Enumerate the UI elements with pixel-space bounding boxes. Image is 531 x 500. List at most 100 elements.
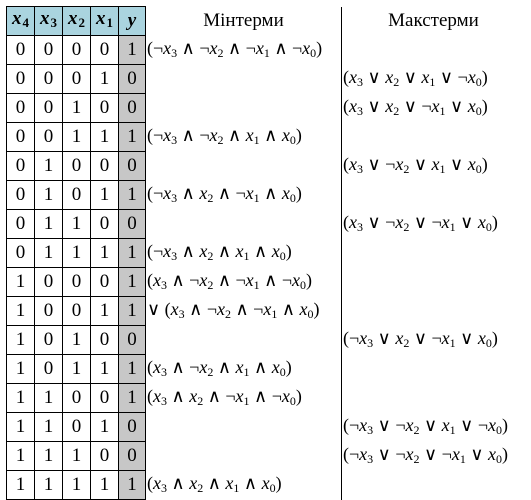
minterm-cell: ∨ (x3 ∧ ¬x2 ∧ ¬x1 ∧ x0) [145,296,342,326]
maxterm-cell [342,123,526,152]
bit-cell: 1 [62,93,91,123]
bit-cell: 0 [90,151,119,181]
bit-cell: 0 [6,238,35,268]
maxterm-expression: (x3 ∨ x2 ∨ x1 ∨ ¬x0) [343,66,488,89]
y-header: y [118,6,146,36]
bit-cell: 0 [62,180,91,210]
table-row: 0 0 1 1 1 (¬x3 ∧ ¬x2 ∧ x1 ∧ x0) [6,122,526,152]
bit-cell: 1 [90,122,119,152]
bit-cell: 0 [62,296,91,326]
bit-cell: 0 [34,35,63,65]
bit-cell: 0 [6,64,35,94]
maxterms-header: Макстерми [388,10,479,31]
minterm-cell: (¬x3 ∧ x2 ∧ x1 ∧ x0) [145,238,342,268]
bit-cell: 0 [34,354,63,384]
minterm-cell: (¬x3 ∧ x2 ∧ ¬x1 ∧ x0) [145,180,342,210]
minterm-cell: (x3 ∧ x2 ∧ x1 ∧ x0) [145,470,342,500]
bit-cell: 1 [34,180,63,210]
bit-cell: 0 [90,35,119,65]
bit-cell: 1 [6,354,35,384]
table-row: 1 1 1 0 0 (¬x3 ∨ ¬x2 ∨ ¬x1 ∨ x0) [6,441,526,471]
bit-cell: 0 [90,93,119,123]
maxterm-expression: (x3 ∨ ¬x2 ∨ x1 ∨ x0) [343,153,488,176]
minterm-expression: (x3 ∧ x2 ∧ ¬x1 ∧ ¬x0) [147,385,302,408]
maxterm-cell [342,355,526,384]
y-cell: 0 [118,412,146,442]
y-cell: 1 [118,122,146,152]
minterm-cell: (¬x3 ∧ ¬x2 ∧ ¬x1 ∧ ¬x0) [145,35,342,65]
bit-cell: 0 [6,122,35,152]
maxterm-expression: (¬x3 ∨ ¬x2 ∨ ¬x1 ∨ x0) [343,443,508,466]
bit-cell: 1 [90,354,119,384]
minterm-expression: (x3 ∧ ¬x2 ∧ x1 ∧ x0) [147,356,292,379]
maxterm-cell: (¬x3 ∨ ¬x2 ∨ ¬x1 ∨ x0) [342,442,526,471]
maxterm-expression: (x3 ∨ x2 ∨ ¬x1 ∨ x0) [343,95,488,118]
bit-cell: 1 [6,296,35,326]
maxterm-cell [342,384,526,413]
bit-cell: 0 [6,180,35,210]
y-cell: 1 [118,180,146,210]
bit-cell: 1 [6,383,35,413]
table-row: 1 0 1 0 0 (¬x3 ∨ x2 ∨ ¬x1 ∨ x0) [6,325,526,355]
minterm-expression: (¬x3 ∧ ¬x2 ∧ x1 ∧ x0) [147,124,302,147]
bit-cell: 0 [90,383,119,413]
table-row: 0 1 0 0 0 (x3 ∨ ¬x2 ∨ x1 ∨ x0) [6,151,526,181]
minterm-expression: (¬x3 ∧ x2 ∧ ¬x1 ∧ x0) [147,182,302,205]
bit-cell: 0 [34,267,63,297]
maxterm-cell [342,297,526,326]
table-row: 1 0 0 1 1 ∨ (x3 ∧ ¬x2 ∧ ¬x1 ∧ x0) [6,296,526,326]
bit-cell: 0 [62,35,91,65]
bit-cell: 0 [62,412,91,442]
minterm-expression: (x3 ∧ x2 ∧ x1 ∧ x0) [147,472,282,495]
minterm-expression: ∨ (x3 ∧ ¬x2 ∧ ¬x1 ∧ x0) [147,298,320,321]
maxterm-cell: (x3 ∨ ¬x2 ∨ x1 ∨ x0) [342,152,526,181]
bit-cell: 1 [90,238,119,268]
bit-cell: 1 [62,209,91,239]
bit-cell: 1 [62,470,91,500]
bit-cell: 1 [6,412,35,442]
maxterm-cell [342,181,526,210]
bit-cell: 1 [34,441,63,471]
minterms-header: Мінтерми [145,6,342,36]
bit-cell: 0 [90,325,119,355]
bit-cell: 0 [62,151,91,181]
table-row: 1 0 0 0 1 (x3 ∧ ¬x2 ∧ ¬x1 ∧ ¬x0) [6,267,526,297]
table-row: 0 1 1 0 0 (x3 ∨ ¬x2 ∨ ¬x1 ∨ x0) [6,209,526,239]
maxterm-cell: (x3 ∨ x2 ∨ ¬x1 ∨ x0) [342,94,526,123]
bit-cell: 1 [90,296,119,326]
y-cell: 0 [118,325,146,355]
maxterm-expression: (x3 ∨ ¬x2 ∨ ¬x1 ∨ x0) [343,211,498,234]
minterm-cell [145,325,342,355]
y-cell: 1 [118,383,146,413]
table-row: 0 0 0 0 1 (¬x3 ∧ ¬x2 ∧ ¬x1 ∧ ¬x0) [6,35,526,65]
table-row: 0 1 1 1 1 (¬x3 ∧ x2 ∧ x1 ∧ x0) [6,238,526,268]
bit-cell: 1 [6,267,35,297]
var-header-x4: x4 [6,6,35,36]
bit-cell: 1 [90,470,119,500]
minterm-cell [145,93,342,123]
y-cell: 0 [118,441,146,471]
minterm-cell [145,151,342,181]
table-row: 0 0 1 0 0 (x3 ∨ x2 ∨ ¬x1 ∨ x0) [6,93,526,123]
bit-cell: 0 [62,383,91,413]
bit-cell: 0 [6,93,35,123]
table-row: 0 1 0 1 1 (¬x3 ∧ x2 ∧ ¬x1 ∧ x0) [6,180,526,210]
table-row: 1 0 1 1 1 (x3 ∧ ¬x2 ∧ x1 ∧ x0) [6,354,526,384]
var-header-x1: x1 [90,6,119,36]
bit-cell: 0 [34,296,63,326]
bit-cell: 0 [90,209,119,239]
y-cell: 1 [118,470,146,500]
bit-cell: 1 [34,383,63,413]
minterm-cell [145,209,342,239]
bit-cell: 1 [62,354,91,384]
minterm-cell [145,412,342,442]
minterm-cell: (x3 ∧ ¬x2 ∧ x1 ∧ x0) [145,354,342,384]
y-cell: 0 [118,93,146,123]
minterm-cell [145,441,342,471]
minterm-cell: (x3 ∧ ¬x2 ∧ ¬x1 ∧ ¬x0) [145,267,342,297]
y-cell: 1 [118,354,146,384]
bit-cell: 1 [6,470,35,500]
bit-cell: 1 [90,64,119,94]
maxterm-cell [342,239,526,268]
minterm-expression: (x3 ∧ ¬x2 ∧ ¬x1 ∧ ¬x0) [147,269,312,292]
